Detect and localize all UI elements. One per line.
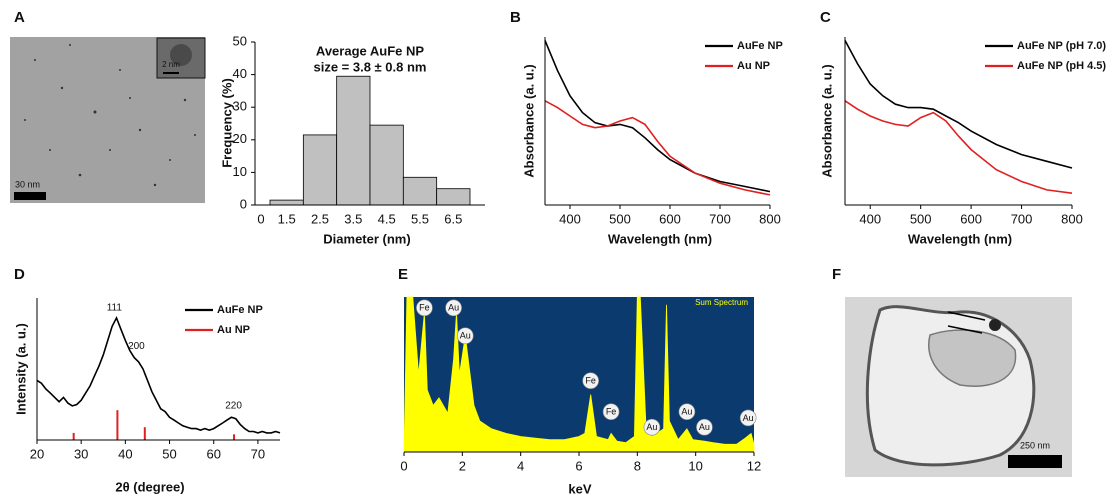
x-tick-label: 2 (459, 458, 466, 473)
panel-label: E (398, 266, 408, 283)
annotation: 111 (107, 303, 123, 314)
annotation: Fe (585, 376, 596, 386)
annotation: Fe (606, 407, 617, 417)
annotation-badge (739, 409, 757, 427)
series-line (544, 100, 771, 196)
scale-label: 250 nm (1020, 440, 1050, 450)
series-line (544, 40, 771, 193)
annotation-badge (678, 403, 696, 421)
bar (436, 188, 471, 206)
x-tick-label: 6 (575, 458, 582, 473)
legend-label: AuFe NP (737, 40, 783, 52)
annotation-badge (582, 372, 599, 390)
y-tick-label: 20 (233, 131, 247, 146)
scale-label: 30 nm (15, 179, 40, 189)
series-line (36, 315, 281, 434)
y-axis-title: Absorbance (a. u.) (521, 64, 536, 177)
bar (402, 176, 438, 206)
tem-image: 2 nm 30 nm (10, 37, 206, 203)
panel-label: B (510, 9, 521, 26)
x-tick-label: 500 (910, 211, 932, 226)
x-tick-label: 10 (688, 458, 702, 473)
x-tick-label: 0 (400, 458, 407, 473)
x-tick-label: 4.5 (378, 211, 396, 226)
annotation: Au (646, 422, 657, 432)
x-tick-label: 60 (206, 446, 220, 461)
annotation: Au (681, 407, 692, 417)
series-line (844, 40, 1073, 169)
x-tick-label: 400 (559, 211, 581, 226)
panel-label: D (14, 266, 25, 283)
annotation-badge (602, 403, 620, 421)
x-tick-label: 40 (118, 446, 132, 461)
chart-title: size = 3.8 ± 0.8 nm (313, 59, 426, 74)
x-tick-label: 800 (1061, 211, 1083, 226)
legend-label: AuFe NP (217, 304, 263, 316)
y-tick-label: 50 (233, 33, 247, 48)
x-axis-title: keV (568, 481, 591, 496)
x-tick-label: 4 (517, 458, 524, 473)
bar (369, 124, 404, 206)
x-tick-label: 600 (960, 211, 982, 226)
y-tick-label: 40 (233, 66, 247, 81)
x-tick-label: 2.5 (311, 211, 329, 226)
inset-scale-label: 2 nm (162, 60, 180, 69)
x-tick-label: 600 (659, 211, 681, 226)
x-tick-label: 30 (74, 446, 88, 461)
x-tick-label: 1.5 (278, 211, 296, 226)
annotation-badge (643, 418, 661, 436)
series-line (844, 100, 1073, 194)
x-axis-title: Wavelength (nm) (908, 231, 1012, 246)
x-tick-label: 5.5 (411, 211, 429, 226)
panel-label: A (14, 9, 25, 26)
chart-title: Average AuFe NP (316, 43, 424, 58)
x-tick-label: 12 (747, 458, 761, 473)
annotation: Au (460, 331, 471, 341)
panel-label: F (832, 266, 841, 283)
annotation: Au (743, 413, 754, 423)
x-tick-label: 70 (251, 446, 265, 461)
x-tick-label: 20 (30, 446, 44, 461)
legend-label: AuFe NP (pH 7.0) (1017, 40, 1106, 52)
annotation: Fe (419, 303, 430, 313)
x-axis-title: 2θ (degree) (115, 479, 184, 494)
annotation-badge (445, 299, 462, 317)
y-tick-label: 30 (233, 99, 247, 114)
x-tick-label: 3.5 (344, 211, 362, 226)
y-tick-label: 10 (233, 164, 247, 179)
x-tick-label: 6.5 (444, 211, 462, 226)
annotation-badge (456, 327, 474, 345)
annotation: Au (448, 303, 459, 313)
y-axis-title: Absorbance (a. u.) (819, 64, 834, 177)
legend-label: Au NP (737, 60, 770, 72)
annotation: 200 (128, 341, 145, 352)
legend-label: Au NP (217, 324, 250, 336)
y-axis-title: Intensity (a. u.) (13, 323, 28, 415)
bar (336, 75, 371, 206)
x-tick-label: 700 (1011, 211, 1033, 226)
x-tick-label: 400 (859, 211, 881, 226)
annotation: Au (699, 422, 710, 432)
annotation: 220 (225, 401, 242, 412)
annotation-badge (696, 418, 713, 436)
x-tick-label: 800 (759, 211, 781, 226)
cell-image: 250 nm (845, 297, 1072, 477)
x-tick-label: 50 (162, 446, 176, 461)
x-axis-title: Diameter (nm) (323, 231, 410, 246)
y-axis-title: Frequency (%) (219, 78, 234, 168)
x-tick-label: 700 (709, 211, 731, 226)
spectrum-area (403, 296, 755, 453)
x-origin-label: 0 (257, 211, 264, 226)
bar (269, 199, 304, 206)
x-tick-label: 8 (634, 458, 641, 473)
panel-label: C (820, 9, 831, 26)
bar (302, 134, 338, 206)
x-axis-title: Wavelength (nm) (608, 231, 712, 246)
x-tick-label: 500 (609, 211, 631, 226)
spectrum-label: Sum Spectrum (695, 298, 748, 307)
annotation-badge (416, 299, 433, 317)
y-tick-label: 0 (240, 196, 247, 211)
legend-label: AuFe NP (pH 4.5) (1017, 60, 1106, 72)
